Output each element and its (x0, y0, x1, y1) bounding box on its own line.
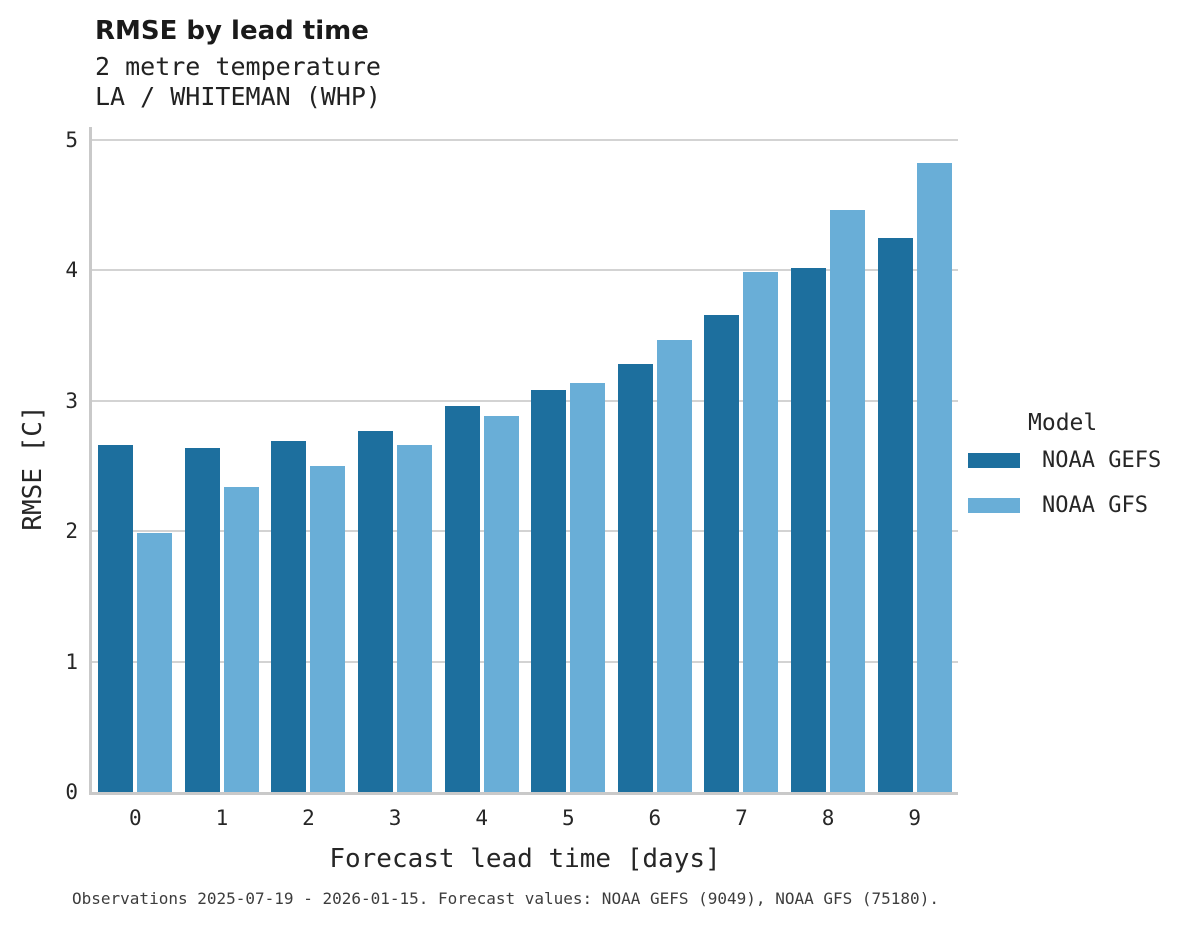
bar-noaa-gfs-lead-6 (656, 339, 692, 792)
gridline-y3 (92, 399, 958, 402)
bar-noaa-gefs-lead-0 (98, 445, 134, 792)
y-tick-label-4: 4 (65, 258, 78, 283)
legend-rows: NOAA GEFS NOAA GFS (968, 448, 1188, 518)
legend-label-noaa-gfs: NOAA GFS (1042, 493, 1148, 518)
gridline-y2 (92, 530, 958, 533)
y-axis-spine (89, 127, 92, 794)
x-tick-label-5: 5 (561, 806, 575, 830)
legend-title: Model (1028, 410, 1098, 436)
bar-noaa-gefs-lead-2 (271, 441, 307, 792)
bar-noaa-gefs-lead-7 (704, 314, 740, 792)
x-tick-label-2: 2 (302, 806, 315, 830)
chart-title: RMSE by lead time (95, 16, 369, 46)
y-axis-label: RMSE [C] (18, 405, 48, 531)
bar-group-lead-0 (92, 140, 179, 792)
plot-area (92, 139, 958, 792)
bar-noaa-gefs-lead-1 (184, 447, 220, 792)
x-tick-label-0: 0 (128, 806, 142, 830)
y-tick-label-5: 5 (65, 128, 78, 152)
y-tick-label-2: 2 (65, 519, 78, 544)
bar-noaa-gefs-lead-3 (358, 430, 394, 792)
x-tick-label-8: 8 (821, 806, 835, 830)
bar-noaa-gefs-lead-5 (531, 390, 567, 792)
y-tick-label-3: 3 (65, 388, 78, 413)
x-axis-label: Forecast lead time [days] (329, 844, 721, 874)
bar-group-lead-2 (265, 140, 352, 792)
x-tick-label-4: 4 (475, 806, 488, 830)
x-axis-spine (89, 792, 958, 795)
bar-noaa-gfs-lead-7 (743, 271, 779, 792)
bar-group-lead-4 (438, 140, 525, 792)
bar-noaa-gfs-lead-2 (310, 466, 346, 792)
chart-subtitle-variable: 2 metre temperature (95, 52, 381, 81)
x-tick-label-9: 9 (908, 806, 921, 830)
bar-noaa-gfs-lead-9 (916, 163, 952, 792)
legend: Model NOAA GEFS NOAA GFS (968, 410, 1188, 538)
bar-noaa-gfs-lead-1 (223, 486, 259, 792)
bar-group-lead-9 (871, 140, 958, 792)
bar-group-lead-1 (179, 140, 266, 792)
legend-entry-noaa-gfs: NOAA GFS (968, 493, 1188, 518)
chart-subtitle-station: LA / WHITEMAN (WHP) (95, 82, 381, 111)
x-tick-label-1: 1 (215, 806, 229, 830)
bar-group-lead-7 (698, 140, 785, 792)
bar-group-lead-3 (352, 140, 439, 792)
bar-noaa-gfs-lead-4 (483, 416, 519, 792)
caption: Observations 2025-07-19 - 2026-01-15. Fo… (72, 889, 939, 908)
x-tick-label-3: 3 (388, 806, 402, 830)
bar-noaa-gefs-lead-6 (617, 364, 653, 792)
x-tick-label-6: 6 (648, 806, 662, 830)
legend-swatch-noaa-gefs (968, 453, 1020, 468)
gridline-y1 (92, 660, 958, 663)
bar-noaa-gefs-lead-4 (444, 406, 480, 792)
bar-noaa-gfs-lead-0 (137, 532, 173, 792)
bar-noaa-gfs-lead-3 (397, 445, 433, 792)
bar-group-lead-8 (785, 140, 872, 792)
gridline-y5 (92, 139, 958, 141)
bar-noaa-gfs-lead-5 (570, 382, 606, 792)
bar-noaa-gfs-lead-8 (830, 210, 866, 792)
legend-label-noaa-gefs: NOAA GEFS (1042, 448, 1162, 473)
legend-entry-noaa-gefs: NOAA GEFS (968, 448, 1188, 473)
x-tick-label-7: 7 (735, 806, 748, 830)
bar-group-lead-5 (525, 140, 612, 792)
x-tick-labels: 0 1 2 3 4 5 6 7 8 9 (92, 806, 958, 830)
y-tick-label-0: 0 (65, 780, 78, 804)
legend-swatch-noaa-gfs (968, 498, 1020, 513)
bars-layer (92, 140, 958, 792)
bar-group-lead-6 (612, 140, 699, 792)
gridline-y4 (92, 269, 958, 272)
bar-noaa-gefs-lead-8 (791, 267, 827, 792)
y-tick-label-1: 1 (65, 649, 78, 674)
bar-noaa-gefs-lead-9 (877, 237, 913, 792)
